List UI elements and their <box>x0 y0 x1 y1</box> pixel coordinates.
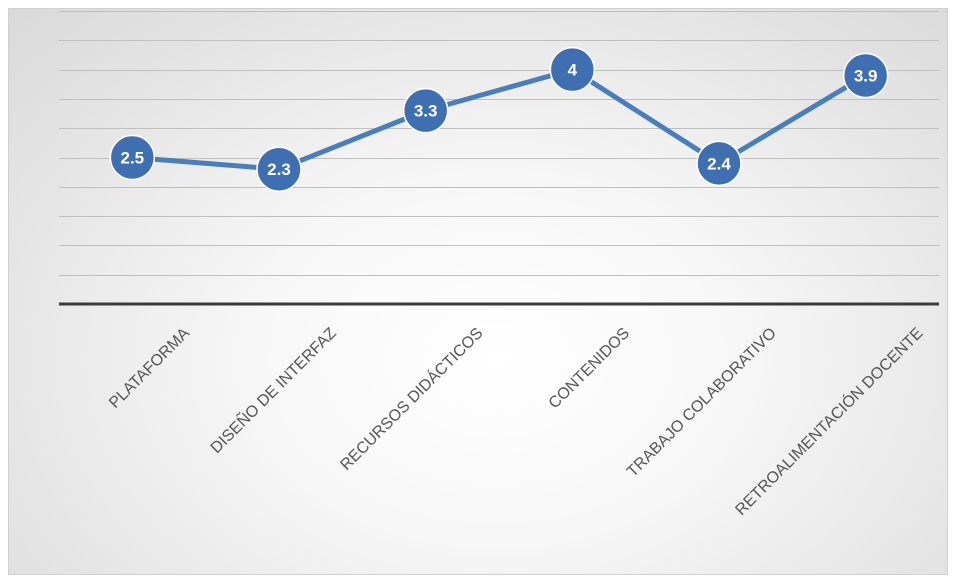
data-label: 4 <box>568 61 578 80</box>
data-label: 2.3 <box>267 160 291 179</box>
data-points: 2.5 2.3 3.3 4 2.4 3.9 <box>109 46 889 192</box>
x-tick-label: DISEÑO DE INTERFAZ <box>206 323 340 457</box>
line-chart: 2.5 2.3 3.3 4 2.4 3.9 PLATAFORMA DISEÑO DE INT… <box>59 11 939 519</box>
gridlines <box>59 11 939 276</box>
data-label: 3.9 <box>854 66 878 85</box>
data-point-marker <box>549 46 596 93</box>
data-point-marker <box>842 52 889 99</box>
data-label: 3.3 <box>414 102 438 121</box>
series-line <box>129 67 869 172</box>
x-tick-label: TRABAJO COLABORATIVO <box>624 325 780 481</box>
data-point-marker <box>402 87 449 134</box>
chart-area: 2.5 2.3 3.3 4 2.4 3.9 PLATAFORMA DISEÑO DE INT… <box>8 8 948 575</box>
data-point-marker <box>696 140 742 187</box>
data-point-marker <box>109 134 156 181</box>
data-point-marker <box>256 146 302 192</box>
x-tick-label: PLATAFORMA <box>106 325 193 412</box>
series-line-group <box>129 67 869 172</box>
x-tick-label: CONTENIDOS <box>546 325 633 412</box>
data-label: 2.5 <box>121 149 145 168</box>
x-tick-label: RECURSOS DIDÁCTICOS <box>336 323 486 473</box>
data-label: 2.4 <box>707 154 731 173</box>
